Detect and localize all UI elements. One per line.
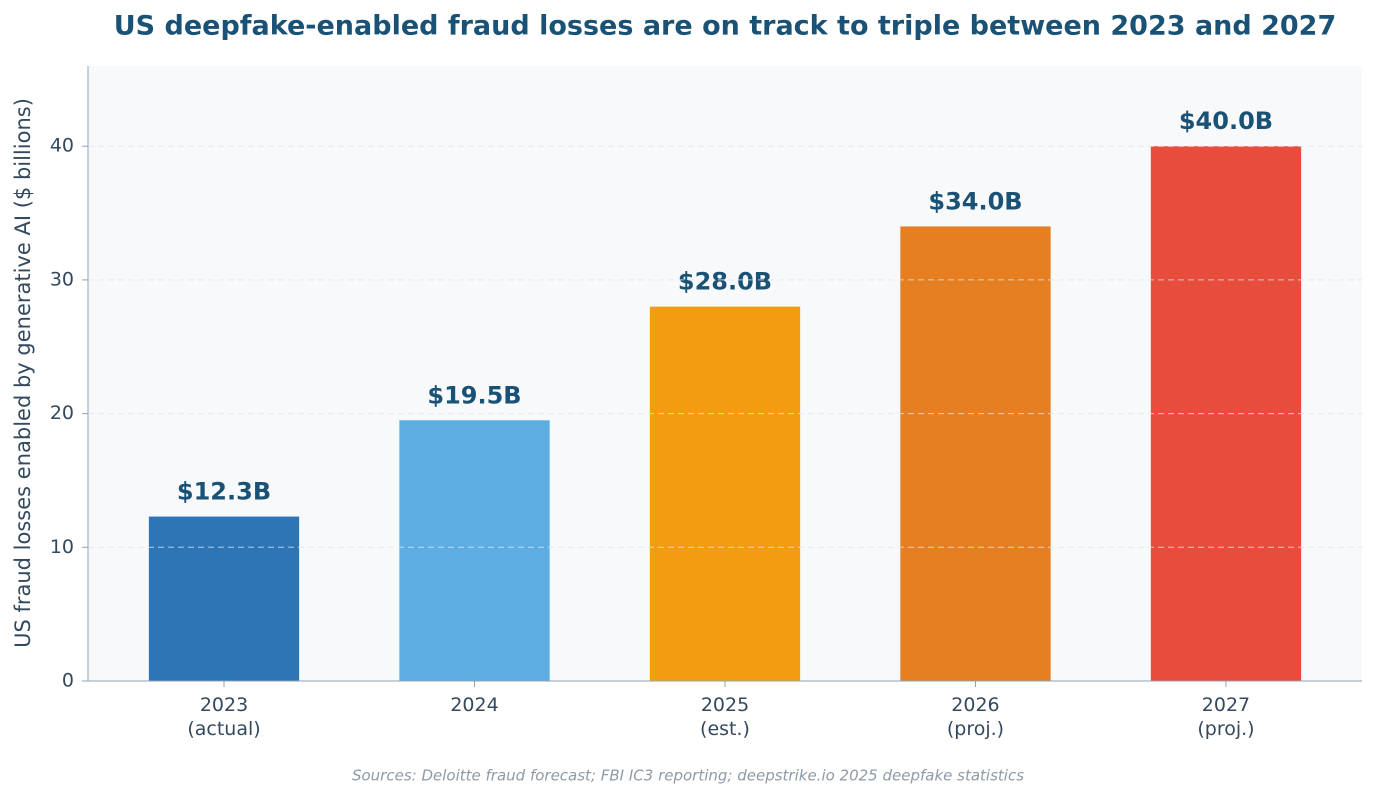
x-tick-label: 2025 (est.) [700,694,750,740]
y-axis-label: US fraud losses enabled by generative AI… [11,98,35,648]
value-label: $19.5B [427,381,521,409]
bar [1150,146,1302,681]
y-tick-label: 0 [62,670,74,692]
value-label: $12.3B [177,478,271,506]
value-label: $34.0B [928,187,1022,215]
y-tick-label: 20 [50,402,74,424]
y-tick-label: 30 [50,268,74,290]
x-tick-label: 2023 (actual) [187,694,261,740]
x-tick-label: 2024 [450,694,499,716]
bar [148,516,300,681]
y-tick-label: 10 [50,536,74,558]
chart-title: US deepfake-enabled fraud losses are on … [114,11,1337,42]
bar [900,226,1051,681]
x-tick-label: 2026 (proj.) [946,694,1005,740]
bar [399,420,550,681]
value-label: $40.0B [1179,107,1273,135]
value-label: $28.0B [678,268,772,296]
source-note: Sources: Deloitte fraud forecast; FBI IC… [352,767,1024,785]
y-tick-label: 40 [50,135,74,157]
x-tick-label: 2027 (proj.) [1197,694,1255,740]
bar [649,306,801,681]
